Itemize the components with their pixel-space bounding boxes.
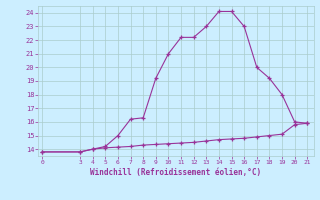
- X-axis label: Windchill (Refroidissement éolien,°C): Windchill (Refroidissement éolien,°C): [91, 168, 261, 177]
